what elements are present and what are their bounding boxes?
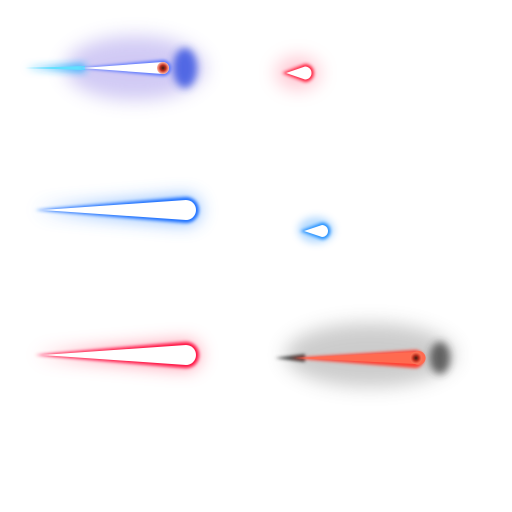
blue-bolt [35, 195, 201, 225]
smoke-missile [275, 323, 455, 387]
red-pellet [276, 57, 320, 89]
blue-pellet [298, 217, 334, 243]
red-bolt [35, 341, 200, 369]
plasma-bolt [25, 36, 205, 100]
